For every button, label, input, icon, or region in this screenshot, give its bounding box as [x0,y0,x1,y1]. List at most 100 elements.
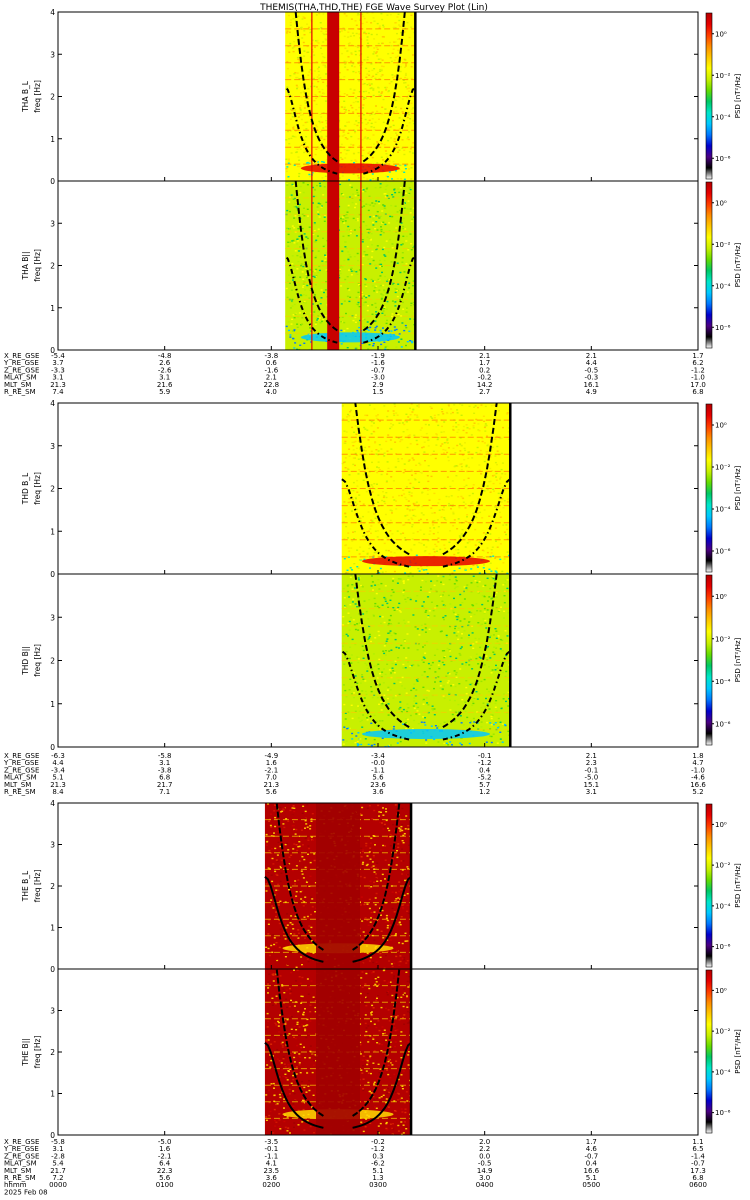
spectrogram-speckle [499,516,502,518]
spectrogram-speckle [315,97,318,99]
spectrogram-speckle [376,471,379,474]
spectrogram-speckle [402,532,405,534]
spectrogram-speckle [272,863,275,865]
spectrogram-speckle [503,617,505,619]
spectrogram-speckle [346,327,349,330]
spectrogram-speckle [358,91,361,93]
spectrogram-speckle [301,18,304,20]
spectrogram-speckle [376,530,379,532]
spectrogram-speckle [500,468,503,471]
spectrogram-speckle [492,488,495,490]
spectrogram-data [264,803,698,969]
spectrogram-speckle [433,615,436,617]
spectrogram-speckle [300,96,303,98]
spectrogram-speckle [446,451,449,454]
spectrogram-speckle [276,851,279,853]
spectrogram-speckle [285,139,288,141]
spectrogram-speckle [420,542,423,545]
spectrogram-speckle [404,76,407,79]
spectrogram-speckle [364,414,367,416]
spectrogram-speckle [365,453,368,456]
spectrogram-speckle [349,296,352,298]
spectrogram-speckle [459,463,462,466]
spectrogram-speckle [410,664,413,667]
spectrogram-speckle [441,411,444,413]
y-axis-label: freq [Hz] [33,870,42,903]
spectrogram-speckle [386,156,389,158]
spectrogram-speckle [350,686,353,688]
spectrogram-speckle [411,509,414,511]
spectrogram-speckle [269,824,272,827]
spectrogram-speckle [341,250,344,252]
spectrogram-speckle [378,634,381,637]
spectrogram-speckle [354,53,357,56]
spectrogram-speckle [279,1014,281,1016]
spectrogram-speckle [460,533,463,535]
spectrogram-speckle [452,511,455,513]
spectrogram-speckle [303,139,306,141]
spectrogram-speckle [345,179,348,181]
spectrogram-speckle [377,501,379,503]
spectrogram-speckle [397,44,400,46]
spectrogram-speckle [494,646,497,649]
spectrogram-speckle [340,303,343,305]
spectrogram-speckle [348,300,351,303]
spectrogram-speckle [490,404,493,407]
spectrogram-speckle [296,1044,299,1047]
spectrogram-speckle [494,702,497,705]
spectrogram-speckle [489,728,492,730]
spectrogram-speckle [457,703,460,706]
spectrogram-speckle [355,100,357,103]
spectrogram-speckle [379,70,382,72]
spectrogram-speckle [354,643,357,646]
spectrogram-speckle [378,815,380,817]
spectrogram-speckle [375,215,378,217]
spectrogram-speckle [370,278,373,281]
spectrogram-speckle [489,587,492,590]
spectrogram-speckle [503,602,506,604]
spectrogram-speckle [342,587,345,590]
spectrogram-speckle [399,533,402,535]
spectrogram-speckle [351,717,354,720]
spectrogram-speckle [378,25,381,27]
spectrogram-speckle [399,830,402,832]
spectrogram-speckle [353,624,356,626]
spectrogram-speckle [392,410,395,412]
spectrogram-speckle [485,627,488,629]
spectrogram-speckle [473,422,476,424]
y-tick-label: 3 [50,442,55,451]
spectrogram-speckle [402,842,405,844]
spectrogram-speckle [464,568,467,570]
spectrogram-speckle [369,716,372,719]
spectrogram-speckle [380,156,383,158]
spectrogram-speckle [323,161,325,163]
spectrogram-speckle [348,42,351,44]
spectrogram-speckle [386,300,389,303]
spectrogram-speckle [350,547,353,549]
spectrogram-speckle [265,833,268,836]
spectrogram-speckle [386,415,389,418]
spectrogram-speckle [490,672,493,674]
spectrogram-speckle [317,88,320,90]
colorbar-label: PSD [nT²/Hz] [734,465,742,510]
colorbar-label: PSD [nT²/Hz] [734,242,742,287]
spectrogram-speckle [368,547,371,550]
spectrogram-speckle [289,923,292,925]
spectrogram-speckle [385,492,388,494]
spectrogram-speckle [371,250,374,253]
spectrogram-speckle [322,245,325,248]
spectrogram-speckle [361,291,363,293]
spectrogram-speckle [376,605,379,608]
spectrogram-speckle [299,933,302,935]
spectrogram-speckle [415,706,418,709]
spectrogram-speckle [313,885,315,888]
spectrogram-speckle [505,700,507,703]
spectrogram-speckle [302,284,305,286]
spectrogram-speckle [347,132,350,134]
spectrogram-speckle [390,963,393,965]
spectrogram-speckle [393,499,396,501]
spectrogram-speckle [275,859,278,861]
spectrogram-speckle [379,234,382,236]
spectrogram-speckle [373,871,376,873]
